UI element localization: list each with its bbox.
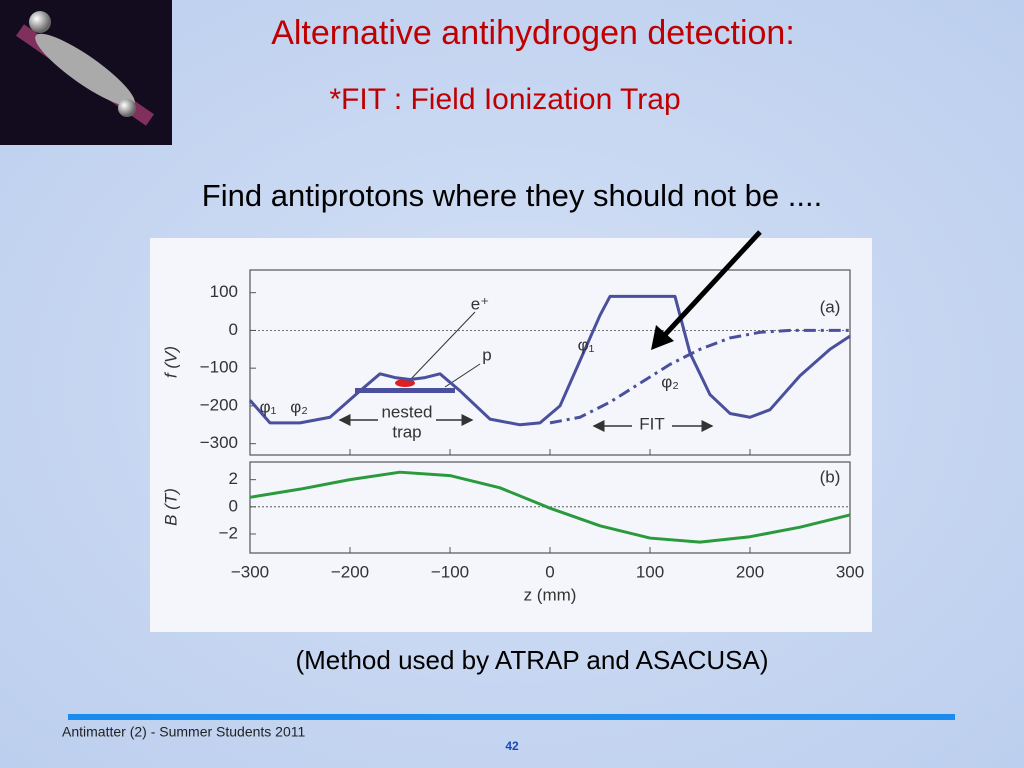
annotation: (a) bbox=[820, 297, 841, 316]
heading: Find antiprotons where they should not b… bbox=[202, 178, 822, 213]
annotation: φ₁ bbox=[260, 397, 277, 416]
x-tick-label: 0 bbox=[545, 562, 554, 581]
proton-cloud bbox=[355, 388, 455, 393]
y-tick-label: 0 bbox=[229, 320, 238, 339]
annotation: FIT bbox=[639, 414, 665, 433]
annotation: trap bbox=[392, 422, 421, 441]
y-tick-label: −100 bbox=[200, 358, 238, 377]
annotation: φ₁ bbox=[578, 335, 595, 354]
y-tick-label: −2 bbox=[219, 523, 238, 542]
x-axis-label: z (mm) bbox=[524, 585, 577, 604]
x-tick-label: 100 bbox=[636, 562, 664, 581]
y-tick-label: 100 bbox=[210, 282, 238, 301]
annotation: (b) bbox=[820, 467, 841, 486]
footer-bar bbox=[68, 714, 955, 720]
positron-cloud bbox=[395, 379, 415, 387]
figure-background bbox=[150, 238, 872, 632]
caption: (Method used by ATRAP and ASACUSA) bbox=[295, 645, 768, 675]
curve bbox=[249, 470, 851, 544]
y-tick-label: −200 bbox=[200, 395, 238, 414]
annotation: φ₂ bbox=[661, 372, 679, 391]
y-axis-label: B (T) bbox=[161, 488, 180, 526]
y-tick-label: 0 bbox=[229, 496, 238, 515]
footer: Antimatter (2) - Summer Students 2011 bbox=[62, 724, 305, 740]
leader-line bbox=[409, 311, 476, 381]
x-tick-label: 300 bbox=[836, 562, 864, 581]
logo bbox=[0, 0, 172, 145]
y-axis-label: f (V) bbox=[161, 346, 180, 378]
annotation: φ₂ bbox=[290, 397, 308, 416]
subtitle: *FIT : Field Ionization Trap bbox=[329, 83, 680, 116]
x-tick-label: −300 bbox=[231, 562, 269, 581]
x-tick-label: −200 bbox=[331, 562, 369, 581]
x-tick-label: 200 bbox=[736, 562, 764, 581]
pointer-arrow bbox=[651, 230, 762, 350]
y-tick-label: 2 bbox=[229, 469, 238, 488]
curve bbox=[248, 294, 851, 427]
y-tick-label: −300 bbox=[200, 433, 238, 452]
curve bbox=[549, 328, 850, 425]
page-number: 42 bbox=[505, 739, 519, 753]
annotation: p bbox=[482, 345, 491, 364]
title: Alternative antihydrogen detection: bbox=[271, 14, 795, 52]
x-tick-label: −100 bbox=[431, 562, 469, 581]
annotation: e⁺ bbox=[471, 294, 489, 313]
annotation: nested bbox=[381, 402, 432, 421]
